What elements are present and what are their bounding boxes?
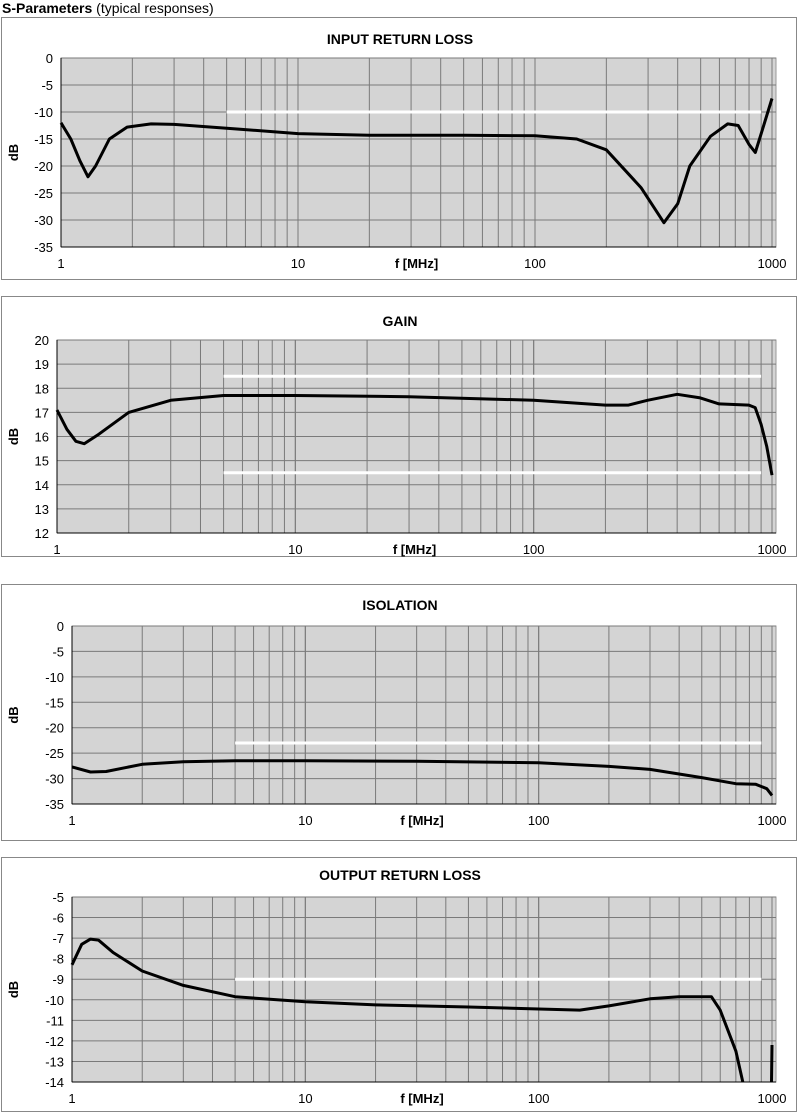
chart-svg: 20 19 18 17 16 15 14 13 12 1 10 100 1000 GAIN f [MHz] d…	[6, 313, 787, 557]
y-axis-label: dB	[6, 428, 21, 445]
y-tick-label: -12	[45, 1034, 64, 1049]
y-tick-label: 18	[35, 381, 49, 396]
x-tick-label: 10	[288, 542, 302, 557]
y-tick-label: -13	[45, 1054, 64, 1069]
y-tick-label: 17	[35, 405, 49, 420]
x-tick-label: 1	[57, 256, 64, 271]
data-line	[55, 392, 774, 476]
plot-area	[71, 625, 777, 805]
y-tick-label: -5	[41, 78, 53, 93]
y-tick-label: -20	[34, 159, 53, 174]
heading-normal: (typical responses)	[96, 0, 214, 16]
y-axis-label: dB	[6, 144, 21, 161]
y-tick-label: 16	[35, 430, 49, 445]
x-axis-label: f [MHz]	[395, 256, 438, 271]
y-tick-label: -5	[52, 644, 64, 659]
x-axis-label: f [MHz]	[400, 813, 443, 828]
x-tick-label: 1000	[758, 542, 787, 557]
y-tick-label: -20	[45, 721, 64, 736]
y-tick-label: -5	[52, 890, 64, 905]
y-tick-label: -30	[34, 213, 53, 228]
data-line	[71, 759, 774, 797]
chart-svg: 0 -5 -10 -15 -20 -25 -30 -35 1 10 100 1000 ISOLATION…	[6, 597, 787, 828]
chart-title: ISOLATION	[362, 597, 437, 613]
y-tick-label: -35	[45, 797, 64, 812]
y-tick-label: -15	[45, 695, 64, 710]
y-axis-label: dB	[6, 706, 21, 723]
data-line	[70, 937, 774, 1083]
y-tick-label: -25	[34, 186, 53, 201]
y-tick-label: -10	[45, 670, 64, 685]
data-line	[59, 98, 774, 225]
chart-title: GAIN	[383, 313, 418, 329]
x-tick-label: 10	[298, 1091, 312, 1106]
plot-area	[60, 57, 777, 248]
chart-title: INPUT RETURN LOSS	[327, 31, 473, 47]
y-tick-label: 20	[35, 333, 49, 348]
y-tick-label: 14	[35, 478, 49, 493]
y-tick-label: 13	[35, 502, 49, 517]
chart-input-return-loss: 0 -5 -10 -15 -20 -25 -30 -35 1 10 100 1000 INPUT RET…	[1, 17, 797, 280]
x-axis-label: f [MHz]	[393, 542, 436, 557]
chart-isolation: 0 -5 -10 -15 -20 -25 -30 -35 1 10 100 1000 ISOLATION…	[1, 584, 797, 841]
chart-svg: 0 -5 -10 -15 -20 -25 -30 -35 1 10 100 1000 INPUT RET…	[6, 31, 787, 271]
plot-area	[71, 896, 777, 1083]
x-tick-label: 1	[68, 1091, 75, 1106]
y-tick-label: -9	[52, 972, 64, 987]
x-tick-label: 10	[298, 813, 312, 828]
chart-gain: 20 19 18 17 16 15 14 13 12 1 10 100 1000 GAIN f [MHz] d…	[1, 296, 797, 557]
x-tick-label: 10	[291, 256, 305, 271]
y-tick-label: -14	[45, 1075, 64, 1090]
heading-bold: S-Parameters	[2, 0, 93, 16]
x-tick-label: 1000	[758, 1091, 787, 1106]
x-tick-label: 1	[53, 542, 60, 557]
y-tick-label: -10	[45, 993, 64, 1008]
y-tick-label: -6	[52, 911, 64, 926]
y-axis-label: dB	[6, 981, 21, 998]
y-tick-label: 19	[35, 357, 49, 372]
y-tick-label: 0	[46, 51, 53, 66]
page-heading: S-Parameters (typical responses)	[2, 0, 214, 16]
x-tick-label: 1000	[758, 813, 787, 828]
y-tick-label: 0	[57, 619, 64, 634]
y-tick-label: 12	[35, 526, 49, 541]
x-tick-label: 1	[68, 813, 75, 828]
y-tick-label: -11	[46, 1013, 64, 1028]
y-tick-label: -35	[34, 240, 53, 255]
y-tick-label: -15	[34, 132, 53, 147]
x-tick-label: 100	[528, 813, 550, 828]
y-tick-label: -7	[52, 931, 64, 946]
y-tick-label: -25	[45, 746, 64, 761]
y-tick-label: 15	[35, 454, 49, 469]
chart-output-return-loss: -5 -6 -7 -8 -9 -10 -11 -12 -13 -14 1 10 100 1000 OUTPU…	[1, 857, 797, 1112]
y-tick-label: -8	[52, 952, 64, 967]
x-tick-label: 100	[528, 1091, 550, 1106]
x-tick-label: 1000	[758, 256, 787, 271]
chart-svg: -5 -6 -7 -8 -9 -10 -11 -12 -13 -14 1 10 100 1000 OUTPU…	[6, 867, 787, 1106]
x-tick-label: 100	[523, 542, 545, 557]
x-axis-label: f [MHz]	[400, 1091, 443, 1106]
chart-title: OUTPUT RETURN LOSS	[319, 867, 481, 883]
y-tick-label: -30	[45, 772, 64, 787]
y-tick-label: -10	[34, 105, 53, 120]
x-tick-label: 100	[524, 256, 546, 271]
